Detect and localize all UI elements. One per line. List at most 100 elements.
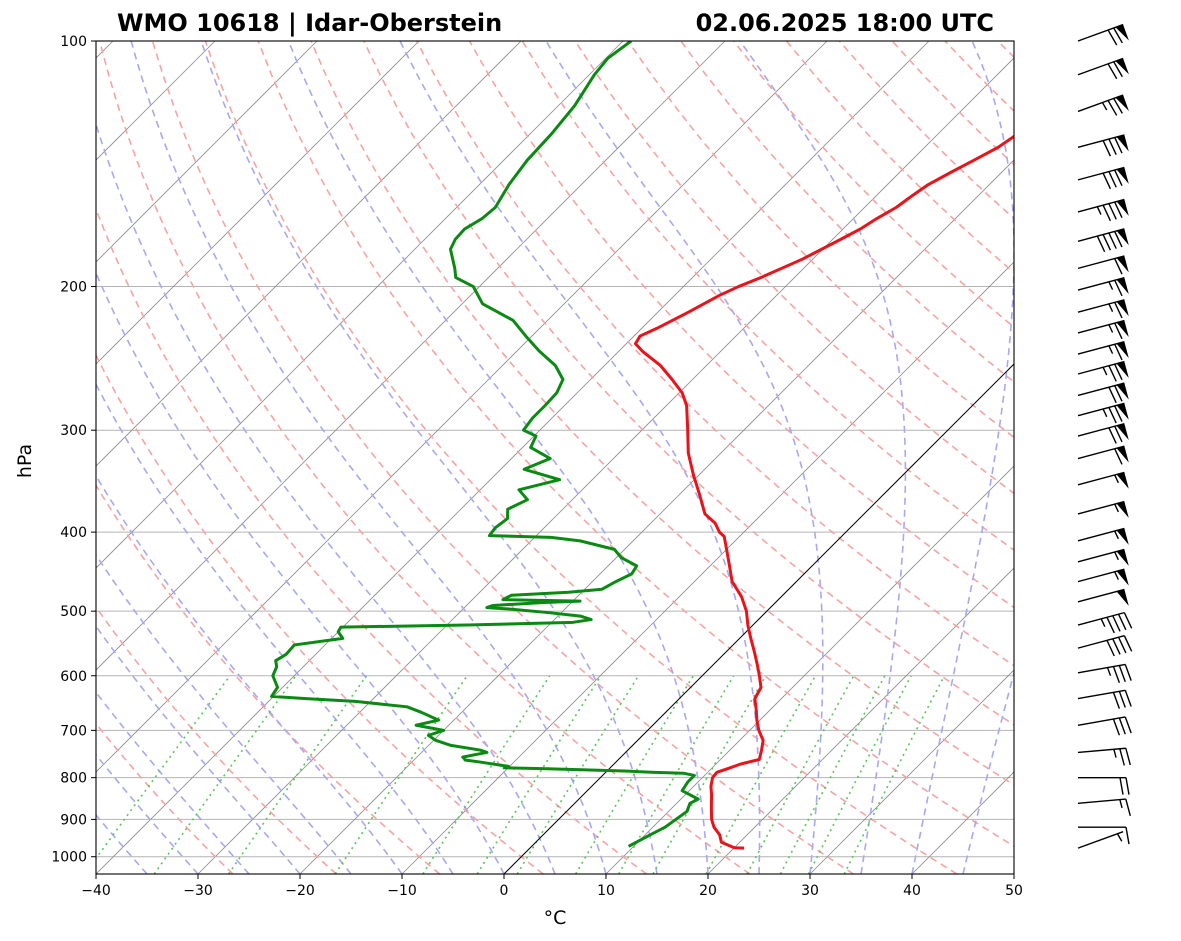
- isotherm-line: [96, 41, 420, 365]
- wind-barb: [1077, 588, 1129, 606]
- wind-barb: [1077, 663, 1132, 683]
- mixing-ratio-line: [705, 675, 817, 874]
- wind-barb: [1077, 611, 1133, 634]
- x-tick-label: 30: [801, 883, 819, 899]
- y-axis-ticks: 1000 900 800 700 600 500 400 300 200 100: [51, 34, 96, 866]
- mixing-ratio-line: [422, 675, 551, 874]
- moist-adiabat: [96, 813, 148, 874]
- isotherm-line: [96, 41, 828, 773]
- dry-adiabat: [415, 41, 1014, 667]
- dry-adiabat: [96, 605, 337, 874]
- moist-adiabat: [287, 41, 709, 874]
- wind-barb: [1077, 422, 1129, 444]
- moist-adiabat: [96, 382, 454, 874]
- wind-barb: [1077, 23, 1129, 46]
- y-tick-label: 200: [60, 280, 87, 296]
- moist-adiabat: [911, 41, 1014, 874]
- isotherm-line: [401, 261, 1014, 874]
- wind-barb: [1077, 471, 1129, 489]
- y-tick-label: 1000: [51, 850, 87, 866]
- y-tick-label: 100: [60, 34, 87, 50]
- x-tick-label: 40: [903, 883, 921, 899]
- mixing-ratio-line: [334, 675, 468, 874]
- wind-barb: [1077, 568, 1129, 586]
- moist-adiabat: [96, 474, 403, 874]
- wind-barb: [1077, 276, 1129, 297]
- mixing-ratio-line: [618, 675, 735, 874]
- wind-barb: [1077, 445, 1129, 465]
- wind-barb: [1077, 798, 1131, 816]
- dry-adiabat: [151, 41, 854, 874]
- isotherm-line: [96, 41, 726, 671]
- mixing-ratio-line: [779, 675, 886, 874]
- x-tick-label: −30: [183, 883, 213, 899]
- y-tick-label: 300: [60, 423, 87, 439]
- isotherm-line: [96, 41, 318, 263]
- x-axis-ticks: −40 −30 −20 −10 0 10 20 30 40 50: [81, 874, 1023, 899]
- mixing-ratio-line: [574, 675, 694, 874]
- dry-adiabat: [96, 207, 648, 874]
- dry-adiabat: [521, 41, 1014, 552]
- mixing-ratio-line: [153, 675, 297, 874]
- isotherm-line: [96, 41, 624, 569]
- isotherm-line: [707, 567, 1014, 874]
- moist-adiabat: [96, 121, 556, 874]
- moist-adiabat: [545, 41, 824, 874]
- wind-barb: [1077, 166, 1129, 190]
- wind-barb: [1077, 635, 1133, 657]
- isotherm-line: [197, 57, 1014, 874]
- wind-barb: [1077, 134, 1129, 157]
- mixing-ratio-line: [807, 675, 912, 874]
- wind-barb: [1077, 94, 1129, 116]
- wind-barb: [1077, 340, 1129, 361]
- y-axis-label: hPa: [14, 444, 36, 478]
- y-tick-label: 600: [60, 669, 87, 685]
- dry-adiabat: [96, 353, 544, 874]
- isotherm-line: [96, 41, 930, 874]
- zero-isotherm: [503, 363, 1014, 874]
- wind-barb: [1077, 57, 1129, 80]
- moist-adiabat: [96, 553, 352, 874]
- mixing-ratio-line: [843, 675, 946, 874]
- y-tick-label: 800: [60, 771, 87, 787]
- moist-adiabat: [96, 753, 199, 874]
- y-tick-label: 500: [60, 604, 87, 620]
- dry-adiabat: [257, 41, 1014, 848]
- wind-barb: [1078, 776, 1130, 795]
- dry-adiabat: [204, 41, 958, 874]
- temperature-line: [633, 134, 1014, 850]
- chart-title-station: WMO 10618 | Idar-Oberstein: [117, 9, 502, 37]
- moist-adiabat: [96, 271, 505, 874]
- x-tick-label: −40: [81, 883, 111, 899]
- wind-barbs: [1077, 23, 1133, 849]
- mixing-ratio-line: [476, 675, 602, 874]
- y-tick-label: 400: [60, 525, 87, 541]
- isotherm-lines: [96, 41, 1014, 874]
- x-tick-label: −10: [387, 883, 417, 899]
- y-tick-label: 900: [60, 812, 87, 828]
- moist-adiabat: [130, 41, 607, 874]
- dry-adiabat: [98, 41, 751, 874]
- mixing-ratio-line: [516, 675, 640, 874]
- x-tick-label: −20: [285, 883, 315, 899]
- dry-adiabat: [680, 41, 1014, 383]
- dry-adiabat: [363, 41, 1014, 726]
- mixing-ratio-line: [652, 675, 767, 874]
- mixing-ratio-line: [227, 675, 368, 874]
- moist-adiabat: [200, 41, 658, 874]
- moist-adiabat-lines: [96, 41, 1014, 874]
- isotherm-line: [605, 465, 1014, 874]
- dry-adiabat: [96, 483, 441, 874]
- isotherm-line: [809, 669, 1014, 874]
- mixing-ratio-line: [746, 675, 855, 874]
- wind-barb: [1077, 382, 1129, 404]
- mixing-ratio-lines: [96, 675, 946, 874]
- wind-barb: [1077, 198, 1129, 222]
- wind-barb: [1077, 299, 1129, 319]
- x-tick-label: 50: [1005, 883, 1023, 899]
- wind-barb: [1077, 716, 1132, 736]
- wind-barb: [1077, 747, 1131, 766]
- wind-barb: [1077, 689, 1132, 709]
- dry-adiabat: [574, 41, 1014, 495]
